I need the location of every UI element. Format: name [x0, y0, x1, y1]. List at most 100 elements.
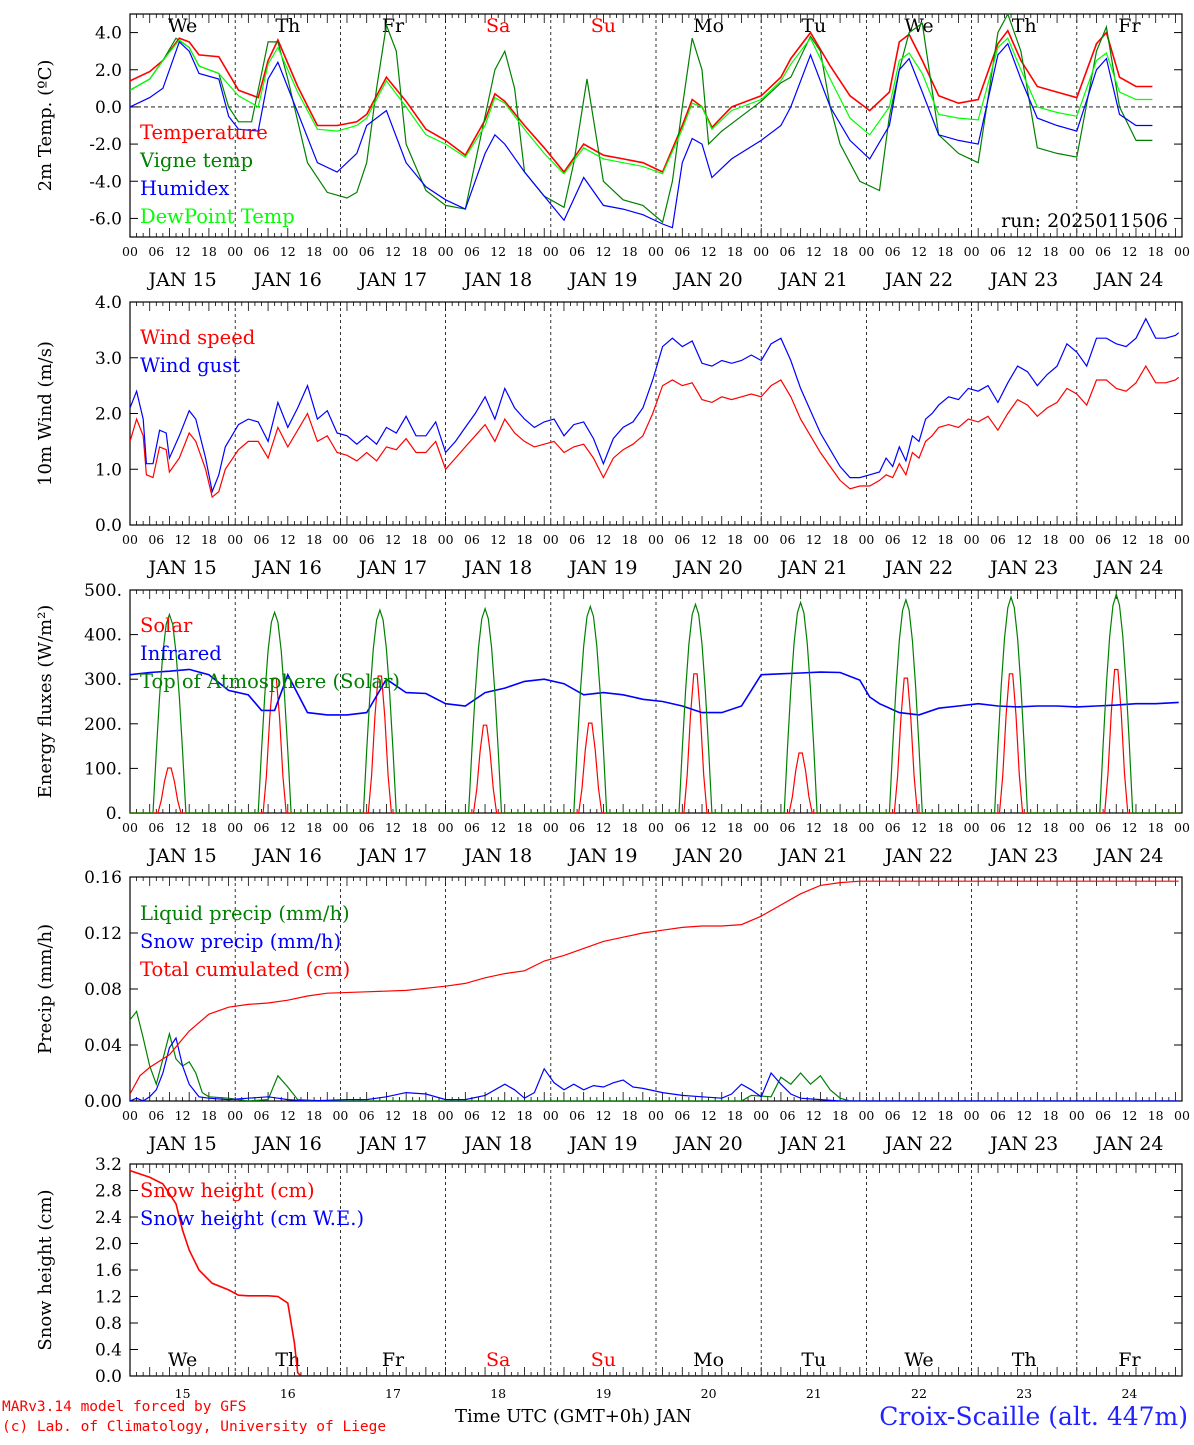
run-label: run: 2025011506	[1001, 210, 1168, 232]
y-tick-label: 3.0	[95, 349, 122, 369]
hour-label: 18	[937, 1108, 953, 1123]
hour-label: 12	[911, 532, 927, 547]
hour-label: 00	[858, 1108, 874, 1123]
hour-label: 00	[332, 244, 348, 259]
hour-label: 18	[1043, 532, 1059, 547]
hour-label: 06	[359, 820, 375, 835]
date-label: JAN 20	[673, 269, 743, 291]
hour-label: 00	[227, 820, 243, 835]
hour-label: 06	[885, 244, 901, 259]
date-label: JAN 22	[883, 1133, 953, 1155]
hour-label: 06	[674, 532, 690, 547]
hour-label: 12	[1016, 244, 1032, 259]
date-label: JAN 17	[357, 845, 427, 867]
hour-label: 18	[832, 532, 848, 547]
date-label: JAN 19	[567, 1133, 637, 1155]
hour-label: 18	[1043, 244, 1059, 259]
hour-label: 18	[1043, 820, 1059, 835]
hour-label: 18	[937, 532, 953, 547]
hour-label: 00	[1174, 1108, 1190, 1123]
hour-label: 00	[332, 820, 348, 835]
hour-label: 18	[306, 820, 322, 835]
hour-label: 12	[175, 532, 191, 547]
hour-label: 00	[858, 820, 874, 835]
day-number-label: 17	[385, 1386, 401, 1401]
hour-label: 18	[306, 1108, 322, 1123]
hour-label: 00	[438, 1108, 454, 1123]
day-number-label: 23	[1016, 1386, 1032, 1401]
legend-entry: Liquid precip (mm/h)	[140, 902, 350, 925]
series-line-vigne-temp	[130, 14, 1153, 224]
day-abbr-label: Tu	[801, 15, 826, 37]
series-line-wind-speed	[130, 364, 1180, 499]
hour-label: 06	[1095, 244, 1111, 259]
hour-label: 06	[464, 532, 480, 547]
day-abbr-label: Th	[275, 15, 300, 37]
date-label: JAN 18	[462, 269, 532, 291]
hour-label: 12	[595, 532, 611, 547]
date-label: JAN 18	[462, 845, 532, 867]
legend-entry: Infrared	[140, 642, 222, 665]
hour-label: 12	[490, 244, 506, 259]
y-tick-label: 2.0	[95, 61, 122, 81]
date-label: JAN 15	[147, 1133, 217, 1155]
series-line-wind-gust	[130, 317, 1180, 494]
hour-label: 12	[385, 1108, 401, 1123]
day-number-label: 22	[911, 1386, 927, 1401]
series-line-solar	[130, 668, 1179, 813]
hour-label: 06	[254, 1108, 270, 1123]
hour-label: 18	[201, 532, 217, 547]
station-name: Croix-Scaille (alt. 447m)	[879, 1402, 1188, 1431]
date-label: JAN 16	[252, 557, 322, 579]
hour-label: 06	[569, 820, 585, 835]
y-tick-label: 0.00	[84, 1092, 122, 1112]
day-abbr-label: Su	[591, 1349, 616, 1371]
hour-label: 06	[990, 1108, 1006, 1123]
y-axis-label: 2m Temp. (ºC)	[35, 60, 56, 192]
hour-label: 18	[411, 820, 427, 835]
hour-label: 18	[411, 244, 427, 259]
hour-label: 06	[1095, 1108, 1111, 1123]
hour-label: 00	[122, 532, 138, 547]
hour-label: 06	[674, 1108, 690, 1123]
hour-label: 12	[280, 532, 296, 547]
hour-label: 06	[990, 820, 1006, 835]
hour-label: 12	[1121, 1108, 1137, 1123]
hour-label: 12	[911, 244, 927, 259]
panel-2: 0.0 1.0 2.0 3.0 4.0 10m Wind (m/s) 00 06 12 18 JAN…	[35, 293, 1190, 579]
y-tick-label: 0.0	[95, 98, 122, 118]
hour-label: 00	[227, 1108, 243, 1123]
day-number-label: 24	[1121, 1386, 1137, 1401]
hour-label: 12	[595, 820, 611, 835]
hour-label: 00	[122, 1108, 138, 1123]
hour-label: 18	[201, 244, 217, 259]
hour-label: 12	[911, 1108, 927, 1123]
hour-label: 12	[385, 532, 401, 547]
y-tick-label: 0.16	[84, 868, 122, 888]
legend-entry: Snow height (cm)	[140, 1179, 315, 1202]
hour-label: 12	[490, 820, 506, 835]
date-label: JAN 17	[357, 1133, 427, 1155]
day-abbr-label: Th	[1012, 1349, 1037, 1371]
hour-label: 12	[280, 820, 296, 835]
hour-label: 00	[543, 1108, 559, 1123]
hour-label: 12	[701, 820, 717, 835]
legend-entry: Vigne temp	[139, 149, 253, 172]
day-abbr-label: Th	[1012, 15, 1037, 37]
hour-label: 00	[753, 1108, 769, 1123]
y-tick-label: 4.0	[95, 24, 122, 44]
hour-label: 12	[280, 244, 296, 259]
y-tick-label: 0.8	[95, 1314, 122, 1334]
legend-entry: Snow precip (mm/h)	[140, 930, 341, 953]
panel-3: 0. 100. 200. 300. 400. 500. Energy fluxes (W/m…	[35, 581, 1190, 867]
hour-label: 00	[964, 820, 980, 835]
hour-label: 18	[517, 244, 533, 259]
date-label: JAN 20	[673, 845, 743, 867]
hour-label: 12	[280, 1108, 296, 1123]
day-abbr-label: Fr	[382, 1349, 405, 1371]
day-abbr-label: We	[168, 1349, 197, 1371]
y-tick-label: 2.0	[95, 405, 122, 425]
hour-label: 00	[648, 1108, 664, 1123]
hour-label: 12	[175, 1108, 191, 1123]
series-line-top-of-atmosphere-solar	[130, 592, 1179, 813]
